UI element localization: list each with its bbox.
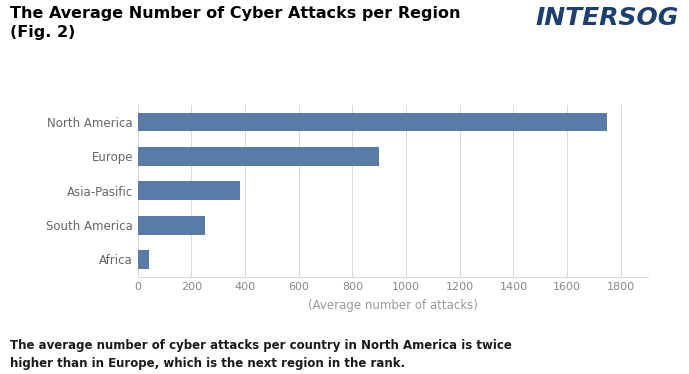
Bar <box>138 113 608 131</box>
Text: The average number of cyber attacks per country in North America is twice
higher: The average number of cyber attacks per … <box>10 339 512 370</box>
X-axis label: (Average number of attacks): (Average number of attacks) <box>308 298 477 312</box>
Bar <box>138 147 380 166</box>
Bar <box>138 216 205 234</box>
Text: INTERSOG: INTERSOG <box>535 6 679 30</box>
Text: The Average Number of Cyber Attacks per Region
(Fig. 2): The Average Number of Cyber Attacks per … <box>10 6 461 40</box>
Bar <box>138 181 240 200</box>
Bar <box>138 250 149 269</box>
